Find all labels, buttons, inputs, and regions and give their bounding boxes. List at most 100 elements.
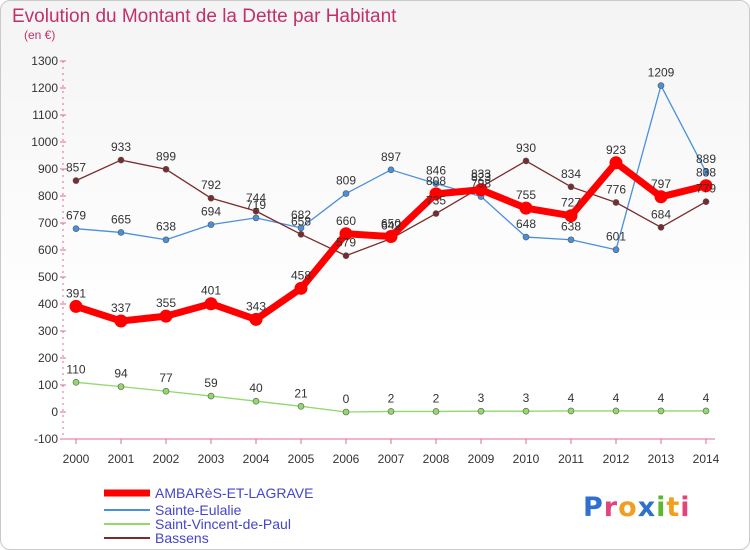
- data-point: [612, 407, 620, 415]
- data-point: [387, 166, 395, 174]
- data-label: 798: [471, 177, 491, 191]
- data-label: 684: [651, 207, 671, 221]
- data-label: 4: [568, 391, 575, 405]
- data-point: [249, 312, 263, 326]
- data-point: [702, 407, 710, 415]
- data-label: 694: [201, 205, 221, 219]
- x-tick-label: 2012: [603, 452, 630, 466]
- data-label: 727: [561, 196, 581, 210]
- legend-label: Saint-Vincent-de-Paul: [155, 516, 291, 532]
- data-label: 779: [696, 182, 716, 196]
- data-point: [522, 407, 530, 415]
- y-tick-label: 1000: [31, 135, 58, 149]
- data-point: [612, 246, 620, 254]
- data-label: 1209: [648, 66, 675, 80]
- data-point: [699, 179, 713, 193]
- x-tick-label: 2005: [288, 452, 315, 466]
- data-label: 642: [381, 219, 401, 233]
- data-label: 838: [696, 166, 716, 180]
- logo-text: Proxiti: [583, 492, 691, 523]
- data-label: 897: [381, 150, 401, 164]
- data-point: [564, 209, 578, 223]
- data-point: [297, 224, 305, 232]
- y-tick-label: 200: [38, 351, 58, 365]
- y-tick-label: 900: [38, 162, 58, 176]
- data-point: [162, 165, 170, 173]
- data-point: [657, 224, 665, 231]
- y-tick-label: 1300: [31, 54, 58, 68]
- data-point: [342, 252, 350, 259]
- data-point: [567, 183, 575, 191]
- x-tick-label: 2006: [333, 452, 360, 466]
- data-point: [252, 397, 260, 405]
- data-point: [207, 194, 215, 202]
- y-tick-label: 800: [38, 189, 58, 203]
- data-label: 355: [156, 296, 176, 310]
- data-point: [294, 281, 308, 295]
- data-point: [159, 309, 173, 323]
- data-label: 648: [516, 217, 536, 231]
- y-tick-label: 100: [38, 378, 58, 392]
- data-label: 834: [561, 167, 581, 181]
- data-point: [162, 387, 170, 395]
- data-label: 658: [291, 214, 311, 228]
- data-label: 391: [66, 286, 86, 300]
- data-label: 638: [156, 220, 176, 234]
- y-tick-label: 0: [51, 405, 58, 419]
- data-label: 660: [336, 214, 356, 228]
- data-point: [612, 199, 620, 206]
- data-label: 21: [294, 386, 308, 400]
- data-point: [297, 403, 305, 410]
- chart-title: Evolution du Montant de la Dette par Hab…: [12, 6, 397, 27]
- data-label: 930: [516, 141, 536, 155]
- data-point: [72, 378, 80, 386]
- x-tick-label: 2013: [648, 452, 675, 466]
- series-layer: [69, 82, 713, 416]
- data-point: [207, 392, 215, 400]
- data-point: [432, 408, 440, 415]
- data-point: [609, 156, 623, 170]
- data-label: 719: [246, 198, 266, 212]
- data-point: [114, 314, 128, 328]
- x-tick-label: 2002: [153, 452, 180, 466]
- data-label: 94: [114, 367, 128, 381]
- data-label: 77: [159, 371, 173, 385]
- data-label: 933: [111, 140, 131, 154]
- data-point: [207, 221, 215, 228]
- data-point: [567, 407, 575, 415]
- data-point: [72, 225, 80, 232]
- data-label: 857: [66, 161, 86, 175]
- y-tick-label: 1200: [31, 81, 58, 95]
- data-point: [702, 168, 710, 176]
- y-tick-label: -100: [34, 432, 58, 446]
- data-point: [654, 190, 668, 204]
- x-tick-label: 2000: [63, 452, 90, 466]
- data-point: [477, 407, 485, 415]
- data-point: [342, 190, 350, 197]
- y-tick-label: 400: [38, 297, 58, 311]
- data-label: 744: [246, 191, 266, 205]
- data-label: 59: [204, 376, 218, 390]
- data-label: 579: [336, 236, 356, 250]
- data-point: [117, 156, 125, 164]
- legend-label: Bassens: [155, 530, 209, 546]
- x-tick-label: 2014: [693, 452, 720, 466]
- data-label: 797: [651, 177, 671, 191]
- data-label: 808: [426, 174, 446, 188]
- chart-subtitle: (en €): [24, 28, 55, 42]
- x-tick-label: 2004: [243, 452, 270, 466]
- data-label: 343: [246, 299, 266, 313]
- data-point: [567, 236, 575, 244]
- data-label: 4: [613, 391, 620, 405]
- axes: -100010020030040050060070080090010001100…: [31, 54, 719, 466]
- data-label: 735: [426, 194, 446, 208]
- data-label: 682: [291, 208, 311, 222]
- data-label: 889: [696, 152, 716, 166]
- data-label: 3: [523, 391, 530, 405]
- y-tick-label: 600: [38, 243, 58, 257]
- data-point: [702, 198, 710, 205]
- data-label: 755: [516, 188, 536, 202]
- data-point: [387, 408, 395, 415]
